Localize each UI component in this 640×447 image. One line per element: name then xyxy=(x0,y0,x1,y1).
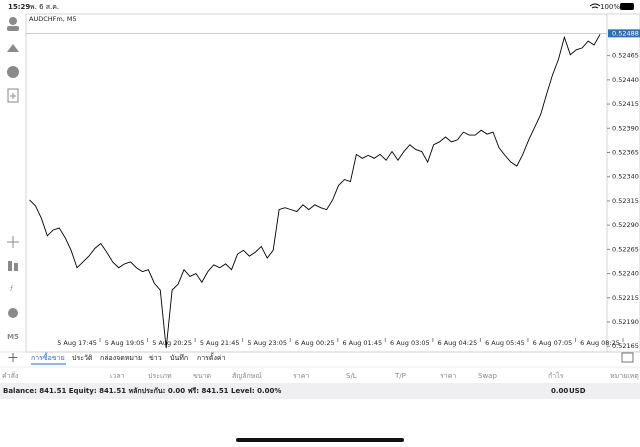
indicators-icon[interactable]: f xyxy=(10,285,14,293)
x-tick-label: 6 Aug 05:45 xyxy=(485,339,525,347)
y-tick-label: 0.52240 xyxy=(612,270,639,278)
account-summary: Balance: 841.51 Equity: 841.51 หลักประกั… xyxy=(3,387,281,395)
price-line xyxy=(29,34,601,349)
column-header: คำสั่ง xyxy=(2,371,18,380)
y-tick-label: 0.52365 xyxy=(612,148,639,156)
y-tick-label: 0.52415 xyxy=(612,100,639,108)
x-tick-label: 5 Aug 21:45 xyxy=(200,339,240,347)
column-header: S/L xyxy=(346,372,357,380)
column-header: ขนาด xyxy=(193,372,211,380)
y-tick-label: 0.52465 xyxy=(612,52,639,60)
column-header: T/P xyxy=(394,372,406,380)
battery-icon xyxy=(620,3,634,10)
profit: 0.00 xyxy=(551,387,568,395)
column-header: ราคา xyxy=(440,372,456,380)
column-header: ราคา xyxy=(293,372,309,380)
current-price-box xyxy=(608,29,640,38)
x-tick-label: 6 Aug 08:25 xyxy=(580,339,620,347)
trade-icon[interactable] xyxy=(7,44,19,52)
x-tick-label: 5 Aug 23:05 xyxy=(247,339,287,347)
y-tick-label: 0.52215 xyxy=(612,294,639,302)
y-tick-label: 0.52440 xyxy=(612,76,639,84)
account-icon[interactable] xyxy=(9,17,17,25)
tab[interactable]: บันทึก xyxy=(170,353,188,362)
wifi-icon xyxy=(589,3,601,9)
crosshair-icon[interactable] xyxy=(7,236,19,248)
new-order-icon[interactable] xyxy=(7,88,19,103)
objects-icon[interactable] xyxy=(8,308,18,318)
tab[interactable]: กล่องจดหมาย xyxy=(100,354,142,362)
column-header: กำไร xyxy=(548,371,564,380)
x-tick-label: 6 Aug 03:05 xyxy=(390,339,430,347)
tab-bar: การซื้อขาย ประวัติ กล่องจดหมาย ข่าว บันทึก กา… xyxy=(31,351,226,365)
y-tick-label: 0.52315 xyxy=(612,197,639,205)
x-tick-label: 6 Aug 01:45 xyxy=(342,339,382,347)
y-tick-label: 0.52390 xyxy=(612,124,639,132)
add-button[interactable] xyxy=(8,353,18,362)
balance-row xyxy=(0,383,640,399)
status-time: 15:29 xyxy=(8,3,30,11)
chart-type-icon[interactable] xyxy=(8,261,12,271)
status-date: พ. 6 ส.ค. xyxy=(30,3,59,11)
column-header: ประเภท xyxy=(148,372,172,380)
current-price-label: 0.52488 xyxy=(612,29,639,37)
x-tick-label: 6 Aug 07:05 xyxy=(533,339,573,347)
left-toolbar: f M5 xyxy=(7,17,19,341)
column-header: เวลา xyxy=(110,372,125,380)
table-header: คำสั่ง เวลา ประเภท ขนาด สัญลักษณ์ ราคา S/L T/P ร… xyxy=(2,371,639,380)
chart-type-icon-b xyxy=(14,263,18,271)
x-tick-label: 5 Aug 20:25 xyxy=(152,339,192,347)
column-header: สัญลักษณ์ xyxy=(232,372,262,380)
chart-frame xyxy=(25,13,640,353)
x-tick-label: 6 Aug 00:25 xyxy=(295,339,335,347)
layout-icon[interactable] xyxy=(621,352,634,363)
y-tick-label: 0.52190 xyxy=(612,318,639,326)
x-tick-label: 5 Aug 17:45 xyxy=(57,339,97,347)
chart-title: AUDCHFm, M5 xyxy=(29,15,77,23)
plot: 0.52165 0.52190 0.52215 0.52240 0.52265 0.522… xyxy=(26,29,640,350)
home-indicator xyxy=(236,438,404,442)
y-tick-label: 0.52340 xyxy=(612,173,639,181)
chat-icon[interactable] xyxy=(7,66,19,78)
column-header: หมายเหตุ xyxy=(610,372,639,380)
timeframe-button[interactable]: M5 xyxy=(7,333,19,341)
account-icon-body xyxy=(7,26,19,31)
tab[interactable]: การซื้อขาย xyxy=(31,351,65,362)
tab[interactable]: ประวัติ xyxy=(72,354,93,362)
battery-level: 100% xyxy=(600,3,620,11)
column-header: Swap xyxy=(478,372,497,380)
tab[interactable]: ข่าว xyxy=(149,354,162,362)
y-tick-label: 0.52265 xyxy=(612,245,639,253)
x-tick-label: 6 Aug 04:25 xyxy=(438,339,478,347)
y-tick-label: 0.52290 xyxy=(612,221,639,229)
x-tick-label: 5 Aug 19:05 xyxy=(105,339,145,347)
tab[interactable]: การตั้งค่า xyxy=(197,351,226,362)
new-order-plus xyxy=(10,93,16,99)
y-tick-label: 0.52165 xyxy=(612,342,639,350)
currency: USD xyxy=(569,387,586,395)
